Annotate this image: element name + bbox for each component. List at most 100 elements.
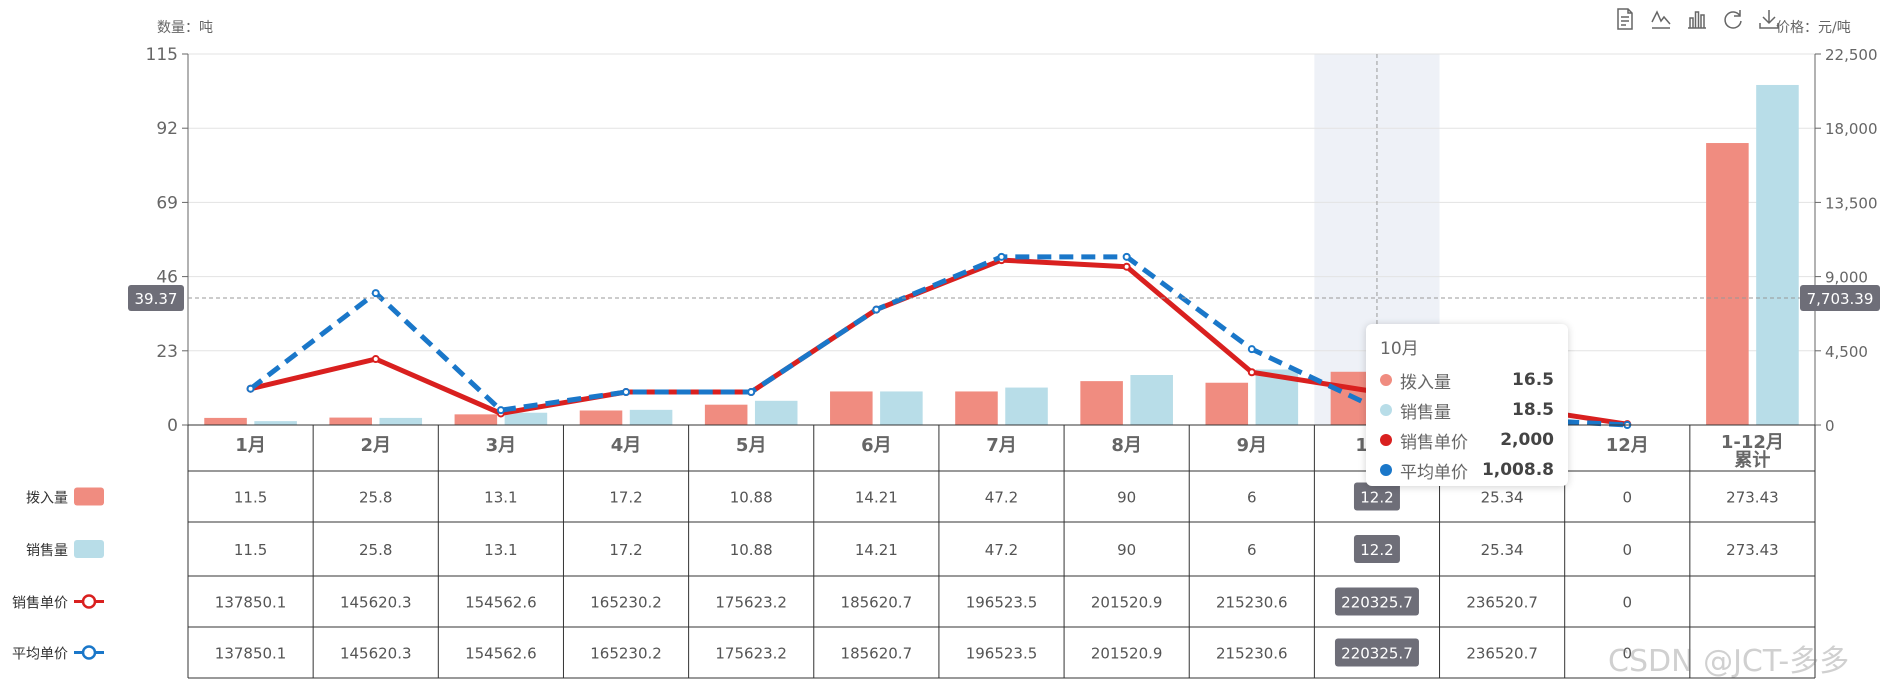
category-label: 6月 — [861, 435, 892, 456]
table-cell: 10.88 — [730, 489, 773, 507]
legend-label: 拨入量 — [26, 491, 68, 507]
category-label: 4月 — [611, 435, 642, 456]
table-highlight-badge — [1334, 638, 1419, 667]
table-cell: 220325.7 — [1341, 594, 1413, 612]
table-cell: 201520.9 — [1091, 645, 1163, 663]
toolbox — [1612, 6, 1782, 32]
bar-sales — [880, 391, 923, 425]
watermark: CSDN @JCT-多多 — [1608, 644, 1850, 679]
pointer-right-badge — [1800, 284, 1880, 311]
sales-price-dot-icon — [1380, 434, 1392, 446]
table-cell: 12.2 — [1360, 541, 1393, 559]
bar-sales — [504, 412, 548, 425]
bar-inbound — [204, 417, 247, 425]
tooltip-row-name: 拨入量 — [1400, 372, 1451, 393]
bar-sales — [629, 409, 673, 425]
category-label: 5月 — [736, 435, 767, 456]
inbound-dot-icon — [1380, 374, 1392, 386]
table-cell: 90 — [1117, 541, 1136, 559]
avg-price-dot-icon — [1380, 464, 1392, 476]
bar-inbound — [1706, 143, 1749, 426]
table-cell: 175623.2 — [715, 645, 787, 663]
legend-label: 销售单价 — [12, 596, 68, 612]
left-tick-label: 23 — [156, 342, 178, 362]
bar-sales — [1130, 374, 1173, 425]
avg-price-point — [622, 388, 631, 397]
table-cell: 47.2 — [985, 541, 1018, 559]
table-cell: 154562.6 — [465, 594, 537, 612]
table-cell: 11.5 — [234, 489, 267, 507]
sales-dot-icon — [1380, 404, 1392, 416]
bar-inbound — [955, 391, 998, 425]
avg-price-point — [1247, 345, 1256, 354]
table-cell: 90 — [1117, 489, 1136, 507]
table-highlight-badge — [1353, 535, 1400, 563]
table-cell: 215230.6 — [1216, 645, 1288, 663]
category-label: 1月 — [235, 435, 266, 456]
table-cell: 17.2 — [609, 489, 642, 507]
table-cell: 273.43 — [1726, 541, 1779, 559]
table-cell: 145620.3 — [340, 594, 412, 612]
left-tick-label: 0 — [167, 416, 178, 436]
table-cell: 165230.2 — [590, 645, 662, 663]
bar-inbound — [579, 410, 623, 425]
bar-sales — [1005, 387, 1048, 425]
table-cell: 13.1 — [484, 541, 517, 559]
bar-inbound — [1080, 381, 1123, 425]
right-tick-label: 9,000 — [1825, 269, 1868, 287]
table-cell: 12.2 — [1360, 489, 1393, 507]
left-tick-label: 92 — [156, 119, 178, 139]
left-tick-label: 69 — [156, 193, 178, 213]
table-cell: 196523.5 — [966, 594, 1038, 612]
line-chart-icon[interactable] — [1648, 6, 1674, 32]
avg-price-point — [997, 252, 1006, 261]
sales-price-point — [1122, 262, 1131, 271]
legend-point-icon — [81, 645, 97, 660]
sales-price-point — [1247, 368, 1256, 377]
table-highlight-badge — [1353, 482, 1400, 511]
right-tick-label: 4,500 — [1825, 343, 1868, 361]
avg-price-point — [1122, 252, 1131, 261]
tooltip-row-name: 销售量 — [1400, 402, 1451, 423]
restore-icon[interactable] — [1720, 6, 1746, 32]
table-cell: 14.21 — [855, 541, 898, 559]
avg-price-point — [872, 305, 881, 314]
bar-sales — [1756, 84, 1799, 426]
avg-price-point — [747, 388, 756, 397]
bar-chart-icon[interactable] — [1684, 6, 1710, 32]
avg-price-point — [496, 406, 505, 415]
bar-sales — [754, 400, 798, 425]
table-cell: 165230.2 — [590, 594, 662, 612]
category-label: 累计 — [1734, 449, 1770, 471]
avg-price-point — [246, 384, 255, 393]
legend-label: 平均单价 — [12, 647, 68, 663]
tooltip-row-value: 2,000 — [1500, 430, 1554, 450]
table-cell: 25.34 — [1481, 541, 1524, 559]
table-cell: 236520.7 — [1466, 645, 1538, 663]
table-cell: 25.8 — [359, 541, 392, 559]
right-tick-label: 18,000 — [1825, 120, 1878, 138]
table-highlight-badge — [1334, 587, 1419, 616]
tooltip-title: 10月 — [1380, 339, 1419, 359]
data-view-icon[interactable] — [1612, 6, 1638, 32]
table-cell: 236520.7 — [1466, 594, 1538, 612]
sales-price-point — [371, 355, 380, 364]
right-axis-title: 价格：元/吨 — [1776, 20, 1851, 36]
category-label: 7月 — [986, 435, 1017, 456]
category-label: 9月 — [1237, 435, 1268, 456]
table-cell: 25.34 — [1481, 489, 1524, 507]
table-cell: 17.2 — [609, 541, 642, 559]
table-cell: 185620.7 — [841, 594, 913, 612]
legend-point-icon — [81, 594, 97, 609]
table-cell: 10.88 — [730, 541, 773, 559]
table-cell: 0 — [1622, 541, 1632, 559]
tooltip-row-name: 销售单价 — [1400, 432, 1468, 453]
table-cell: 0 — [1622, 594, 1632, 612]
download-icon[interactable] — [1756, 6, 1782, 32]
tooltip-row-name: 平均单价 — [1400, 462, 1468, 483]
legend-bar-icon — [74, 487, 104, 506]
category-label: 3月 — [486, 435, 517, 456]
tooltip-row: 拨入量 16.5 — [1380, 365, 1554, 395]
bar-inbound — [704, 404, 748, 425]
